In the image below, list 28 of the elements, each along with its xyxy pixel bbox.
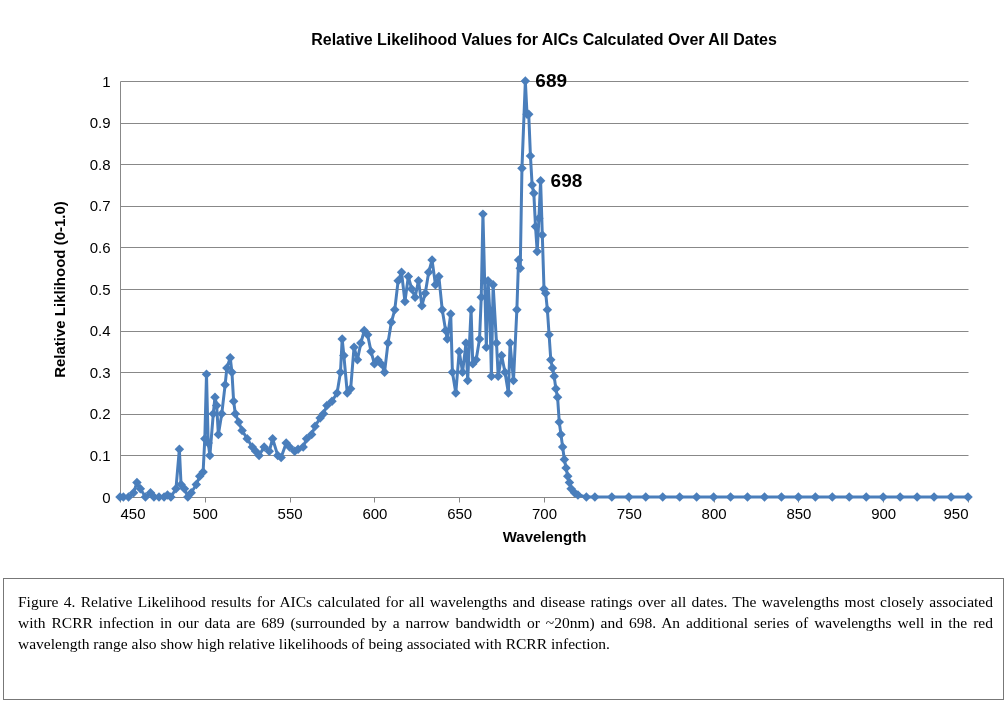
y-tick-label: 1 — [102, 72, 111, 90]
x-tick-label: 900 — [871, 504, 897, 522]
y-tick-label: 0.2 — [89, 405, 111, 423]
y-tick-label: 0.6 — [89, 238, 111, 256]
x-axis-title: Wavelength — [502, 527, 587, 545]
caption: Figure 4. Relative Likelihood results for AICs calculated for all wavelengths and disease ratings over all dates. The wavelengths most closely associated with RCRR infection in our data are 689 (surrounded by a narrow bandwidth or ~20nm) and 698. An additional series of wavelengths well in the red wavelength range also show high relative likelihoods of being associated with RCRR infection. — [3, 578, 1004, 700]
y-tick-label: 0.8 — [89, 155, 111, 173]
chart-title: Relative Likelihood Values for AICs Calculated Over All Dates — [311, 31, 777, 48]
x-tick-label: 500 — [192, 504, 218, 522]
x-tick-label: 700 — [531, 504, 558, 522]
x-tick-label: 450 — [120, 504, 146, 522]
x-tick-label: 600 — [362, 504, 388, 522]
y-tick-label: 0.1 — [89, 446, 111, 464]
y-tick-label: 0.7 — [89, 197, 111, 215]
x-tick-label: 550 — [277, 504, 303, 522]
y-tick-label: 0 — [102, 488, 111, 506]
y-axis-title: Relative Liklihood (0-1.0) — [50, 201, 68, 378]
annotation: 689 — [535, 70, 568, 91]
y-tick-label: 0.9 — [89, 114, 111, 132]
x-tick-label: 650 — [447, 504, 473, 522]
annotation: 698 — [550, 169, 583, 191]
y-tick-label: 0.3 — [89, 363, 111, 381]
x-tick-label: 800 — [701, 504, 727, 522]
y-tick-label: 0.5 — [89, 280, 111, 298]
x-tick-label: 850 — [786, 504, 812, 522]
x-tick-label: 950 — [943, 504, 969, 522]
x-tick-label: 750 — [616, 504, 642, 522]
y-tick-label: 0.4 — [89, 322, 111, 340]
